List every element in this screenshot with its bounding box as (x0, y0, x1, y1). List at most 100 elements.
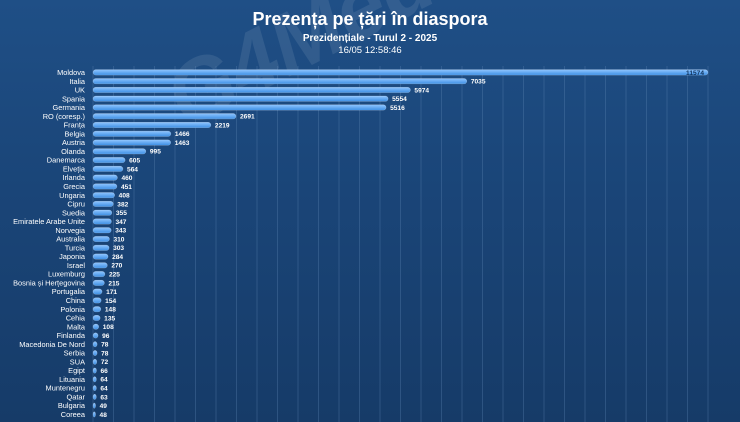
bar (92, 209, 113, 216)
bar (92, 227, 112, 234)
bar (92, 192, 115, 199)
value-label: 171 (106, 289, 117, 296)
category-label: Moldova (57, 68, 86, 77)
bar (92, 393, 97, 400)
value-label: 605 (129, 157, 140, 164)
category-label: Turcia (65, 243, 86, 252)
bar (92, 218, 112, 225)
bar (92, 104, 387, 111)
category-label: Elveția (63, 164, 86, 173)
bar (92, 350, 98, 356)
category-label: Irlanda (62, 173, 85, 182)
category-label: Germania (53, 103, 86, 112)
category-label: Japonia (59, 252, 86, 261)
value-label: 270 (111, 263, 122, 270)
bar (92, 411, 96, 418)
value-label: 154 (105, 298, 116, 305)
bar (92, 332, 99, 339)
category-label: Ungaria (59, 191, 86, 200)
category-label: Macedonia De Nord (19, 340, 85, 349)
value-label: 78 (101, 350, 109, 357)
category-label: Suedia (62, 208, 86, 217)
value-label: 460 (121, 175, 132, 182)
category-label: Spania (62, 94, 86, 103)
value-label: 5554 (392, 96, 407, 103)
value-label: 5516 (390, 105, 405, 112)
value-label: 451 (121, 184, 132, 191)
value-label: 1466 (175, 131, 190, 138)
bar (92, 78, 468, 85)
category-label: Grecia (63, 182, 86, 191)
bar (92, 271, 106, 278)
value-label: 5974 (414, 87, 429, 94)
bar (92, 148, 147, 155)
bar (92, 95, 389, 102)
value-label: 11574 (686, 70, 704, 77)
value-label: 48 (100, 412, 108, 419)
bar (92, 174, 118, 181)
value-label: 49 (100, 403, 108, 410)
bar (92, 113, 237, 120)
category-label: Finlanda (57, 331, 86, 340)
category-label: Franța (64, 121, 86, 130)
value-label: 108 (103, 324, 114, 331)
bar (92, 288, 103, 295)
value-label: 564 (127, 166, 138, 173)
bar (92, 367, 97, 374)
bar (92, 376, 97, 383)
bar (92, 279, 105, 286)
value-label: 148 (105, 307, 116, 314)
bar (92, 244, 110, 251)
bar (92, 385, 97, 392)
value-label: 408 (119, 193, 130, 200)
value-label: 995 (150, 149, 161, 156)
bar (92, 262, 108, 269)
category-label: Olanda (61, 147, 86, 156)
category-label: Portugalia (52, 287, 86, 296)
category-label: Egipt (68, 366, 85, 375)
category-label: RO (coresp.) (43, 112, 85, 121)
value-label: 303 (113, 245, 124, 252)
value-label: 96 (102, 333, 110, 340)
bar (92, 314, 101, 321)
value-label: 310 (113, 236, 124, 243)
bar (92, 341, 98, 348)
category-label: Lituania (59, 375, 86, 384)
value-label: 347 (115, 219, 126, 226)
bar (92, 69, 709, 76)
category-label: Emiratele Arabe Unite (13, 217, 85, 226)
bar (92, 236, 110, 242)
category-label: Qatar (67, 392, 86, 401)
bar (92, 157, 126, 164)
bar (92, 323, 99, 330)
category-label: Danemarca (47, 156, 86, 165)
value-label: 225 (109, 271, 120, 278)
category-label: China (66, 296, 86, 305)
bar (92, 122, 212, 128)
bar (92, 306, 102, 313)
category-label: Israel (67, 261, 85, 270)
bar (92, 200, 114, 207)
value-label: 64 (100, 386, 108, 393)
bar (92, 297, 102, 304)
category-label: Australia (56, 235, 86, 244)
value-label: 343 (115, 228, 126, 235)
bar (92, 358, 98, 365)
category-label: Luxemburg (48, 270, 85, 279)
value-label: 64 (100, 377, 108, 384)
value-label: 7035 (471, 79, 486, 86)
bar (92, 130, 172, 137)
category-label: Italia (69, 77, 86, 86)
value-label: 72 (101, 359, 109, 366)
bar (92, 183, 118, 190)
bar (92, 139, 171, 146)
value-label: 355 (116, 210, 127, 217)
value-label: 78 (101, 342, 109, 349)
chart-subtitle: Prezidențiale - Turul 2 - 2025 (302, 33, 438, 44)
value-label: 284 (112, 254, 123, 261)
category-label: Cehia (66, 314, 86, 323)
value-label: 215 (108, 280, 119, 287)
category-label: Norvegia (55, 226, 85, 235)
category-label: SUA (70, 357, 85, 366)
